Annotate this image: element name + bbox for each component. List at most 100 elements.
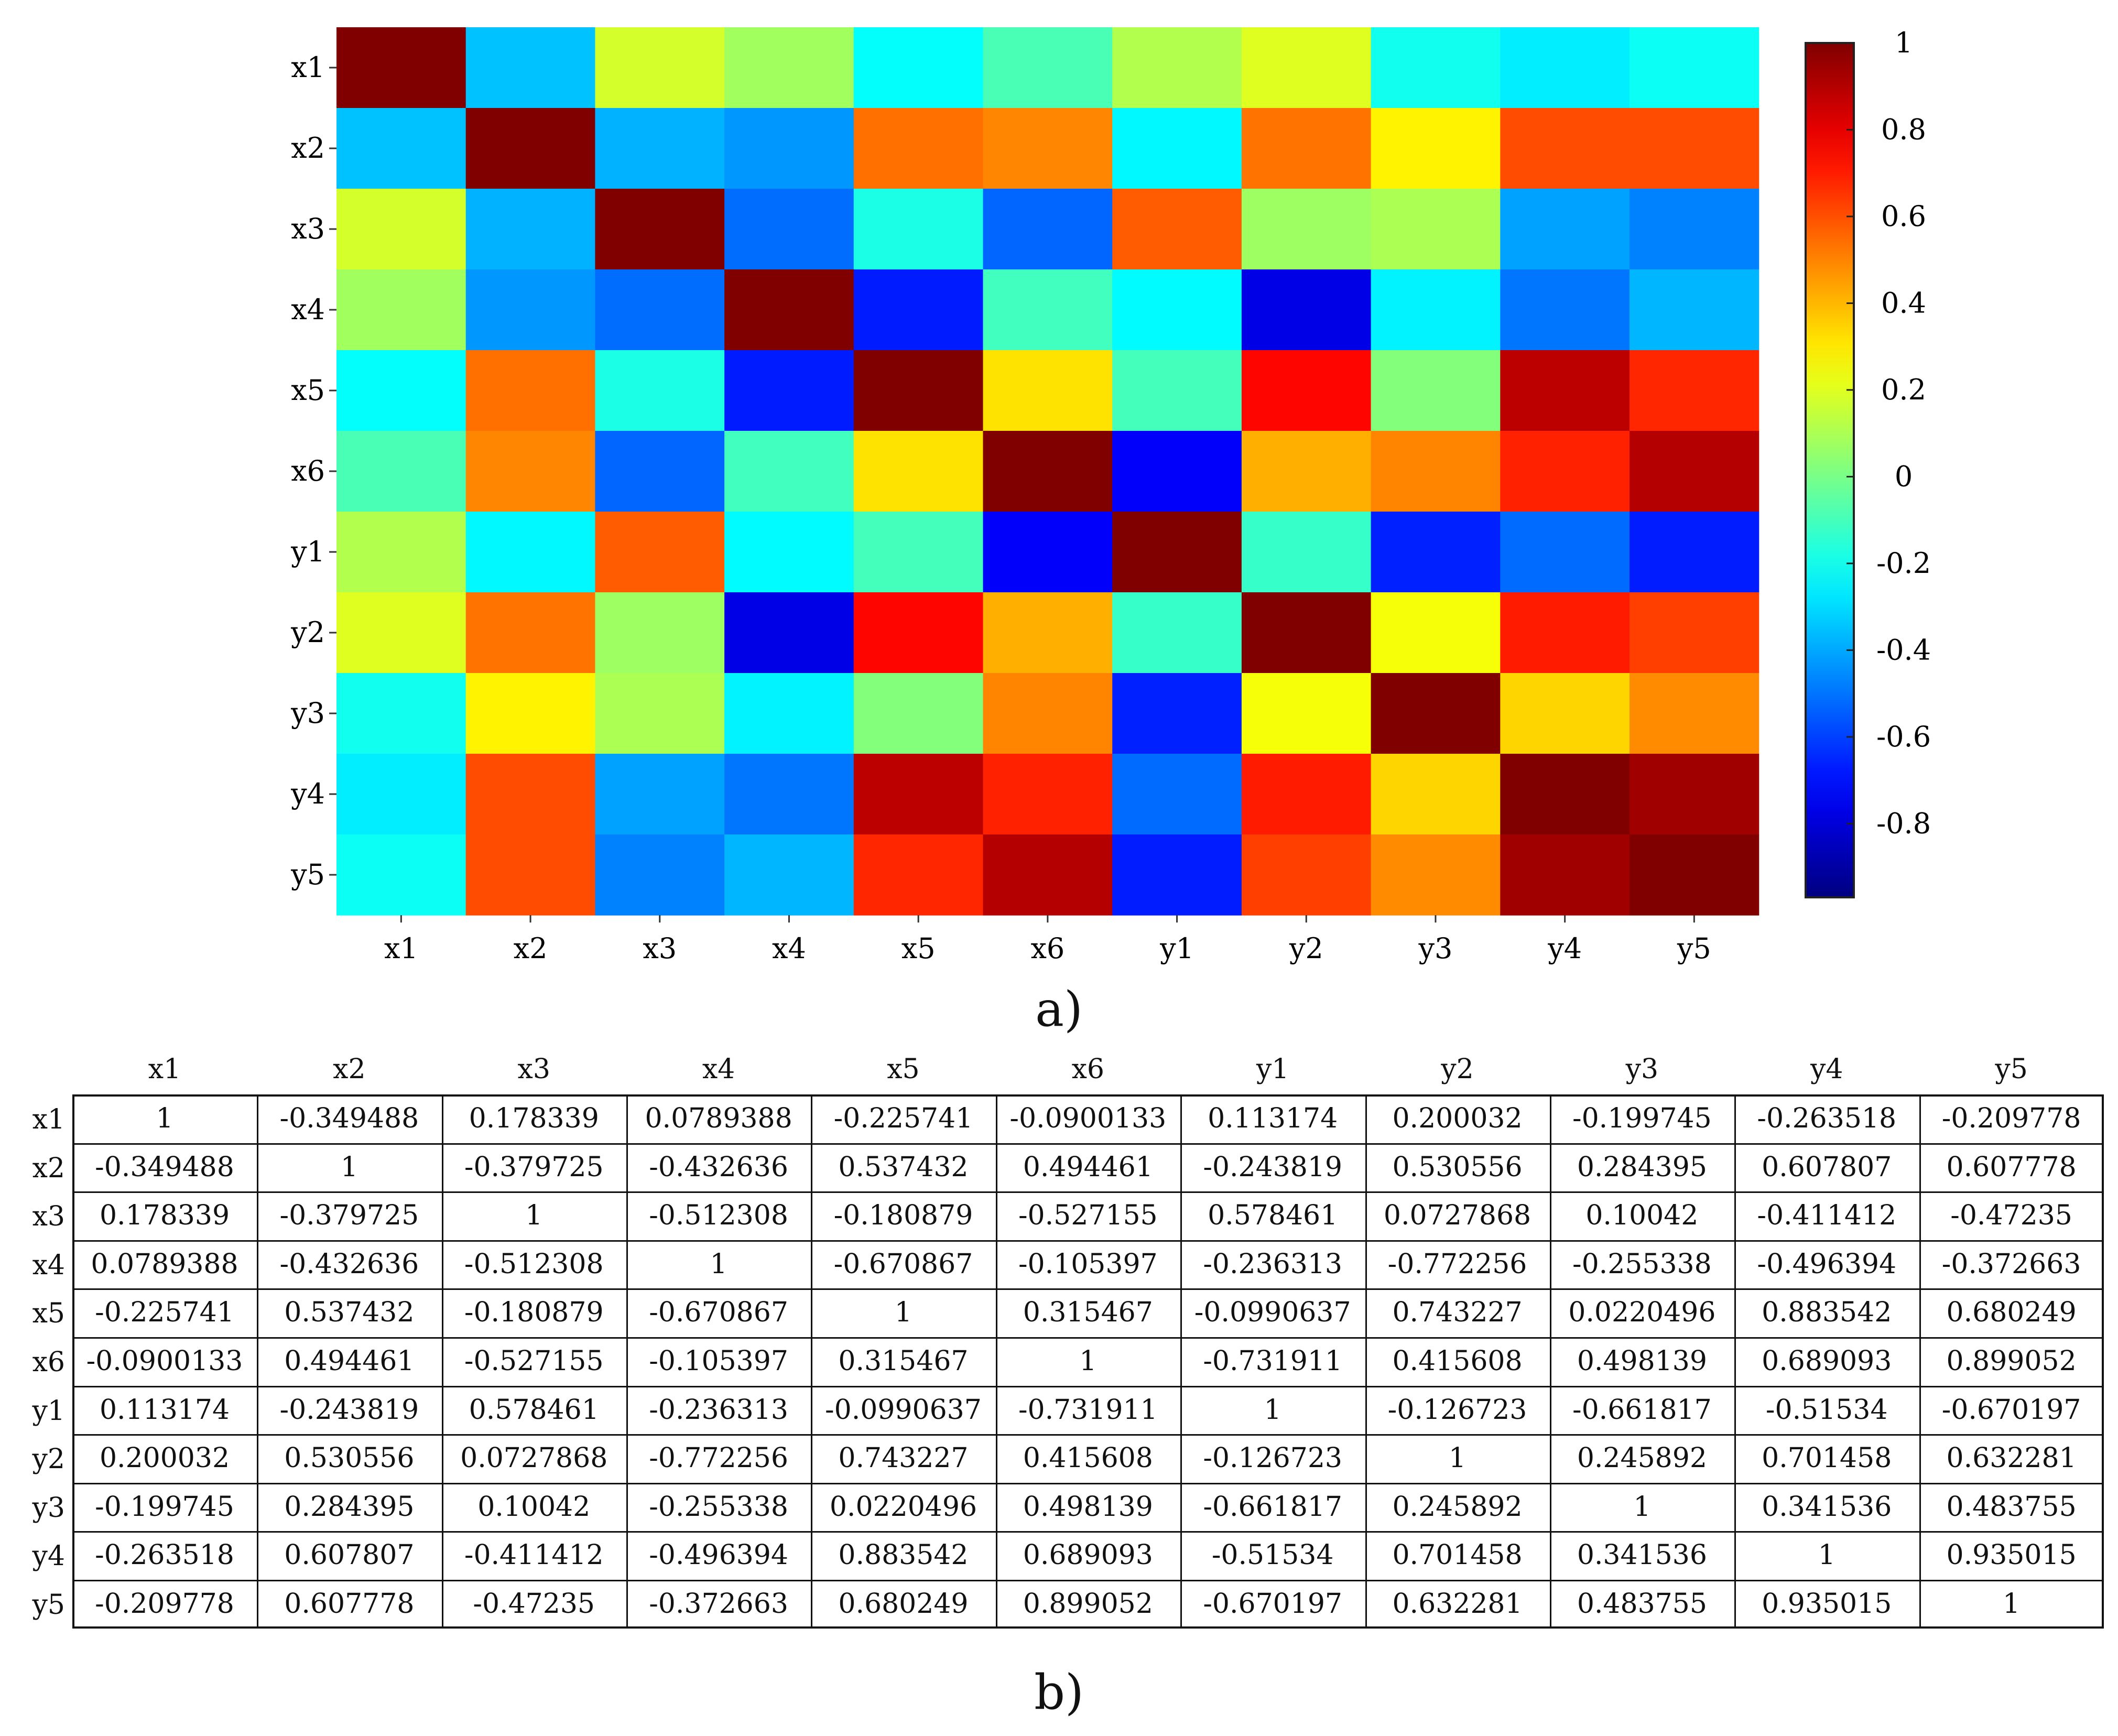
- heatmap-cell-x4-x5: [853, 269, 984, 351]
- heatmap-cell-x5-x3: [595, 350, 725, 431]
- heatmap-cell-x6-x6: [983, 431, 1113, 512]
- table-cell-x3-y2: 0.0727868: [1383, 1200, 1532, 1232]
- table-cell-y3-y1: -0.661817: [1203, 1491, 1342, 1523]
- table-cell-x5-y3: 0.0220496: [1568, 1297, 1716, 1329]
- table-cell-y4-y1: -0.51534: [1211, 1539, 1334, 1571]
- y-tick-label-x3: x3: [291, 212, 325, 245]
- heatmap-cell-x2-y1: [1112, 108, 1242, 189]
- table-cell-x5-y1: -0.0990637: [1194, 1297, 1351, 1329]
- heatmap-cell-y3-y5: [1630, 673, 1759, 754]
- colorbar-tick-label: 0.2: [1881, 373, 1926, 406]
- heatmap-cell-y3-x1: [336, 673, 466, 754]
- table-cell-x6-y5: 0.899052: [1946, 1346, 2077, 1377]
- table-row-divider: [72, 1191, 2104, 1194]
- heatmap-cell-x3-x3: [595, 189, 725, 270]
- x-tick-label-x2: x2: [514, 932, 548, 965]
- table-cell-y2-x6: 0.415608: [1023, 1442, 1153, 1474]
- table-cell-y3-x5: 0.0220496: [829, 1491, 977, 1523]
- heatmap-y-axis: x1 x2 x3 x4 x5 x6 y1 y2 y3 y4 y5: [290, 51, 336, 891]
- table-row-divider: [72, 1337, 2104, 1339]
- table-col-divider: [626, 1094, 628, 1629]
- heatmap-cell-y2-y4: [1500, 592, 1630, 674]
- table-cell-x4-y1: -0.236313: [1203, 1248, 1342, 1280]
- heatmap-cell-x4-y4: [1500, 269, 1630, 351]
- table-cell-x2-y2: 0.530556: [1392, 1151, 1523, 1183]
- table-cell-y5-y3: 0.483755: [1577, 1588, 1707, 1620]
- heatmap-cell-x4-x4: [724, 269, 854, 351]
- table-cell-x4-y3: -0.255338: [1572, 1248, 1712, 1280]
- table-cell-y4-x2: 0.607807: [284, 1539, 415, 1571]
- heatmap-cell-y2-x3: [595, 592, 725, 674]
- heatmap-cell-x1-x2: [465, 27, 595, 108]
- y-tick-label-y1: y1: [290, 535, 325, 568]
- heatmap-cell-y5-x3: [595, 834, 725, 916]
- heatmap-cell-x3-x2: [465, 189, 595, 270]
- table-column-header-y3: y3: [1625, 1054, 1659, 1085]
- table-cell-x3-x2: -0.379725: [279, 1200, 419, 1232]
- heatmap-cell-y4-x6: [983, 754, 1113, 835]
- heatmap-cell-y4-y2: [1241, 754, 1372, 835]
- table-cell-y5-y4: 0.935015: [1762, 1588, 1892, 1620]
- heatmap-cells: [336, 27, 1759, 916]
- table-cell-x1-x6: -0.0900133: [1009, 1103, 1167, 1134]
- table-cell-x5-x3: -0.180879: [464, 1297, 604, 1329]
- table-row-header-x4: x4: [32, 1249, 65, 1281]
- colorbar-tick-label: 0.6: [1881, 200, 1926, 233]
- heatmap-cell-x6-x2: [465, 431, 595, 512]
- heatmap-cell-x1-y5: [1630, 27, 1759, 108]
- table-cell-x1-y2: 0.200032: [1392, 1103, 1523, 1134]
- table-col-divider: [1180, 1094, 1182, 1629]
- table-row-divider: [72, 1385, 2104, 1387]
- table-cell-x2-x4: -0.432636: [649, 1151, 788, 1183]
- heatmap-cell-y1-y5: [1630, 512, 1759, 593]
- heatmap-cell-x1-y4: [1500, 27, 1630, 108]
- heatmap-cell-x1-x3: [595, 27, 725, 108]
- table-col-divider: [1734, 1094, 1736, 1629]
- x-tick-label-x1: x1: [384, 932, 418, 965]
- heatmap-cell-y2-y2: [1241, 592, 1372, 674]
- table-cell-x3-y4: -0.411412: [1757, 1200, 1897, 1232]
- table-cell-y5-x3: -0.47235: [473, 1588, 595, 1620]
- x-tick-label-y4: y4: [1547, 932, 1582, 965]
- heatmap-cell-y4-x4: [724, 754, 854, 835]
- table-cell-x5-x5: 1: [894, 1297, 912, 1329]
- heatmap-cell-x1-y2: [1241, 27, 1372, 108]
- heatmap-cell-x5-y1: [1112, 350, 1242, 431]
- table-cell-y2-x1: 0.200032: [99, 1442, 230, 1474]
- heatmap-cell-x4-x1: [336, 269, 466, 351]
- y-tick-label-y4: y4: [290, 777, 325, 810]
- y-tick-label-y2: y2: [290, 616, 325, 649]
- heatmap-cell-y5-x4: [724, 834, 854, 916]
- table-cell-y4-y4: 1: [1818, 1539, 1835, 1571]
- heatmap-cell-x5-y5: [1630, 350, 1759, 431]
- heatmap-cell-y2-y3: [1371, 592, 1501, 674]
- table-cell-x3-x1: 0.178339: [99, 1200, 230, 1232]
- heatmap-cell-x1-x5: [853, 27, 984, 108]
- heatmap-cell-x3-y4: [1500, 189, 1630, 270]
- table-cell-x2-y5: 0.607778: [1946, 1151, 2077, 1183]
- heatmap-cell-x2-x5: [853, 108, 984, 189]
- heatmap-cell-x2-x2: [465, 108, 595, 189]
- table-cell-x5-y5: 0.680249: [1946, 1297, 2077, 1329]
- table-cell-x4-x1: 0.0789388: [91, 1248, 238, 1280]
- table-col-divider: [811, 1094, 813, 1629]
- heatmap-cell-y1-x6: [983, 512, 1113, 593]
- table-column-header-x3: x3: [517, 1054, 550, 1085]
- heatmap-cell-y1-x2: [465, 512, 595, 593]
- table-cell-x3-y3: 0.10042: [1585, 1200, 1699, 1232]
- heatmap-cell-x3-y5: [1630, 189, 1759, 270]
- table-cell-x1-y5: -0.209778: [1941, 1103, 2081, 1134]
- y-tick-label-x2: x2: [291, 132, 325, 165]
- heatmap-cell-x1-x4: [724, 27, 854, 108]
- table-cell-x1-x5: -0.225741: [833, 1103, 973, 1134]
- colorbar-tick-label: 0.4: [1881, 286, 1926, 319]
- table-cell-y1-y2: -0.126723: [1387, 1394, 1527, 1426]
- heatmap-cell-x6-x3: [595, 431, 725, 512]
- table-cell-y1-x6: -0.731911: [1018, 1394, 1158, 1426]
- table-cell-y5-x5: 0.680249: [838, 1588, 969, 1620]
- heatmap-cell-x3-x1: [336, 189, 466, 270]
- heatmap-cell-y4-x1: [336, 754, 466, 835]
- heatmap-cell-x5-y2: [1241, 350, 1372, 431]
- table-cell-x5-x4: -0.670867: [649, 1297, 788, 1329]
- heatmap-cell-x1-x6: [983, 27, 1113, 108]
